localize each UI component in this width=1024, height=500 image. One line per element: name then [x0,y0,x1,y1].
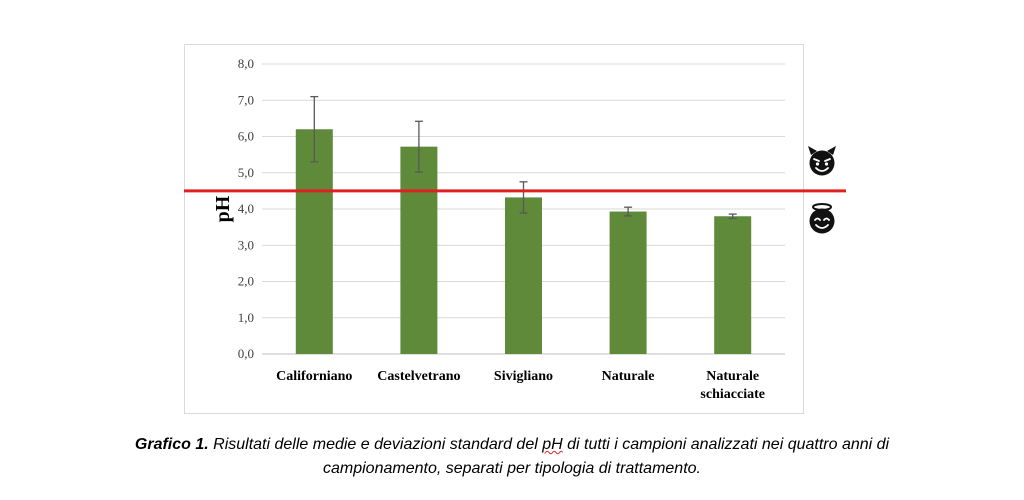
y-tick-label: 5,0 [238,165,254,180]
category-label: schiacciate [700,387,765,402]
error-bar [728,213,737,220]
y-tick-label: 2,0 [238,274,254,289]
caption-label: Grafico 1. [134,436,209,453]
category-label: Naturale [706,369,759,384]
y-tick-label: 0,0 [238,346,254,361]
category-label: Sivigliano [494,369,553,384]
bar [295,129,333,354]
figure-caption: Grafico 1. Risultati delle medie e devia… [0,433,1024,481]
category-label: Naturale [602,369,655,384]
smiling-halo-icon [809,203,835,234]
bar [714,216,752,354]
caption-line-2: campionamento, separati per tipologia di… [323,460,701,477]
smiling-devil-icon [808,146,836,176]
caption-line-1: Grafico 1. Risultati delle medie e devia… [134,436,890,453]
y-tick-label: 3,0 [238,237,254,252]
ph-bar-chart: 0,0 1,0 2,0 3,0 4,0 5,0 6,0 7,0 8,0 Californiano… [184,56,846,402]
bar [400,146,438,354]
y-tick-label: 4,0 [238,201,254,216]
error-bar [624,206,633,217]
y-axis-label: pH [212,195,234,222]
caption-ph-term: pH [542,436,563,453]
y-tick-label: 6,0 [238,129,254,144]
y-tick-label: 7,0 [238,92,254,107]
bar [505,197,542,354]
error-bar [519,181,528,214]
chart-frame [184,44,804,414]
error-bar [414,120,423,173]
error-bar [310,95,319,163]
category-label: Castelvetrano [377,369,460,384]
y-tick-label: 8,0 [238,56,254,71]
category-label: Californiano [276,369,352,384]
bar [609,211,647,354]
y-tick-label: 1,0 [238,310,254,325]
